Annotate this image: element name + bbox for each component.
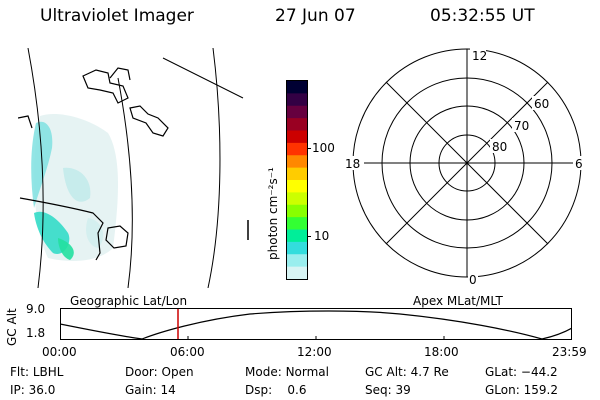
colorbar-band [287,142,307,156]
timeline-tick-1800: 18:00 [424,345,459,359]
colorbar-band [287,254,307,268]
colorbar-band [287,180,307,193]
instrument-title: Ultraviolet Imager [40,6,194,26]
mlt-label-12: 12 [472,49,487,63]
footer-dsp: Dsp: 0.6 [245,383,307,397]
observation-date: 27 Jun 07 [275,6,356,26]
colorbar-tick-10: 10 [314,229,330,243]
colorbar-band [287,241,307,255]
timeline-right-label: Apex MLat/MLT [413,294,503,308]
colorbar-band [287,130,307,144]
timeline-axis-title: GC Alt [5,308,19,346]
mlt-label-18: 18 [345,157,360,171]
colorbar-label: photon cm⁻²s⁻¹ [266,167,280,260]
mlt-label-0: 0 [469,273,477,286]
aurora-emission [31,113,118,261]
graticule [27,48,244,288]
footer-gain: Gain: 14 [125,383,176,397]
mlt-label-6: 6 [575,157,583,171]
footer-mode: Mode: Normal [245,365,329,379]
colorbar-band [287,217,307,231]
footer-door: Door: Open [125,365,194,379]
timeline-plot [60,308,572,340]
colorbar-gradient [287,81,307,279]
coastlines [18,67,169,261]
colorbar-band [287,93,307,107]
timeline-ymax: 9.0 [26,302,46,316]
colorbar-band [287,155,307,169]
colorbar-band [287,266,307,279]
timeline-left-label: Geographic Lat/Lon [70,294,188,308]
colorbar-band [287,192,307,206]
footer-gc-alt: GC Alt: 4.7 Re [365,365,449,379]
colorbar [286,80,308,280]
timeline-tick-1200: 12:00 [297,345,332,359]
colorbar-band [287,105,307,119]
footer-flt: Flt: LBHL [10,365,64,379]
footer-glon: GLon: 159.2 [485,383,558,397]
colorbar-band [287,167,307,181]
colorbar-band [287,118,307,132]
footer-ip: IP: 36.0 [10,383,56,397]
colorbar-tick-100: 100 [312,141,335,155]
lat-label-70: 70 [514,119,529,133]
observation-time: 05:32:55 UT [430,6,535,26]
colorbar-band [287,81,307,94]
altitude-curve [60,310,572,340]
lat-label-60: 60 [534,97,549,111]
timeline-tick-0000: 00:00 [42,345,77,359]
colorbar-band [287,229,307,243]
timeline-tick-0600: 06:00 [170,345,205,359]
lat-label-80: 80 [492,140,507,154]
footer-seq: Seq: 39 [365,383,411,397]
polar-plot: 12 18 6 0 60 70 80 [344,48,585,286]
geographic-map [18,48,249,288]
timeline-tick-2359: 23:59 [552,345,587,359]
timeline-ymin: 1.8 [26,326,46,340]
colorbar-band [287,204,307,218]
footer-glat: GLat: −44.2 [485,365,558,379]
